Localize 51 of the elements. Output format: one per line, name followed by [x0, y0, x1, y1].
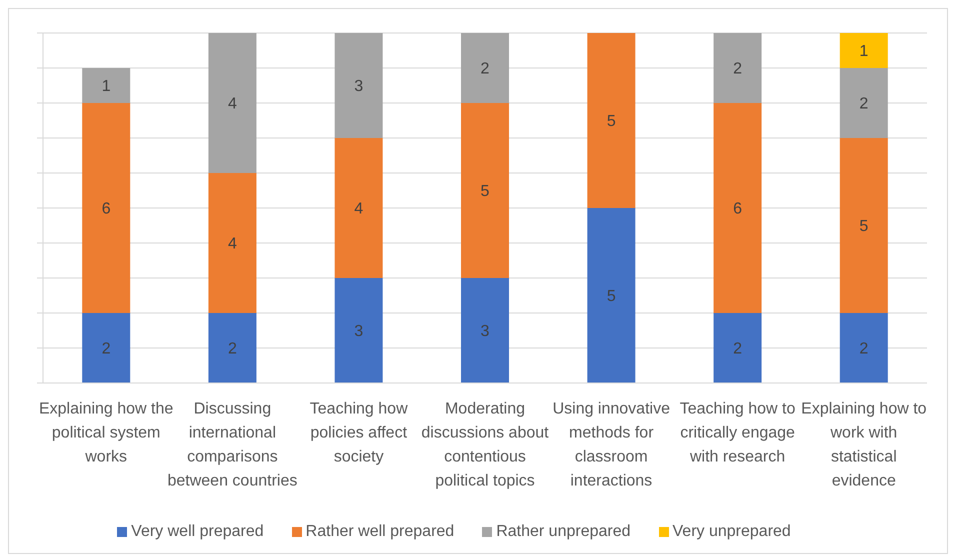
legend-label: Very unprepared — [672, 523, 791, 540]
x-tick-label: Teaching how policies affect society — [310, 400, 408, 466]
data-label: 4 — [228, 96, 237, 113]
bar — [840, 313, 888, 383]
data-label: 6 — [102, 200, 111, 218]
data-label: 3 — [480, 323, 490, 340]
bar — [334, 138, 383, 278]
bar — [714, 103, 762, 313]
bar — [840, 33, 888, 68]
bar — [587, 33, 636, 208]
bar — [587, 208, 636, 383]
bar — [840, 138, 888, 313]
data-label: 3 — [354, 323, 364, 340]
bar — [461, 33, 510, 103]
bar — [714, 313, 762, 383]
data-label: 5 — [859, 218, 868, 236]
data-label: 2 — [733, 60, 742, 78]
x-tick-label: Using innovative methods for classroom interactions — [552, 400, 670, 490]
data-label: 4 — [354, 200, 364, 218]
data-label: 2 — [859, 96, 868, 113]
data-label: 5 — [606, 113, 616, 130]
x-tick-label: Moderating discussions about contentious political topics — [421, 400, 550, 490]
bar — [461, 103, 510, 278]
data-label: 2 — [859, 340, 868, 358]
bar — [714, 33, 762, 103]
data-label: 1 — [102, 78, 111, 96]
bar — [82, 68, 130, 103]
data-label: 3 — [354, 78, 364, 96]
bar — [334, 33, 383, 138]
x-tick-label: Teaching how to critically engage with research — [680, 400, 796, 466]
bar — [82, 103, 130, 313]
bar — [208, 173, 256, 313]
legend-label: Rather well prepared — [306, 523, 454, 540]
legend-label: Very well prepared — [131, 523, 264, 540]
data-label: 6 — [733, 200, 742, 218]
data-label: 4 — [228, 236, 237, 253]
bar — [840, 68, 888, 138]
bar — [208, 313, 256, 383]
data-label: 2 — [102, 340, 111, 358]
x-tick-label: Explaining how to work with statistical evidence — [801, 400, 927, 490]
data-label: 5 — [480, 183, 490, 200]
data-label: 5 — [606, 288, 616, 306]
data-label: 2 — [228, 340, 237, 358]
bar — [461, 278, 510, 383]
data-label: 2 — [733, 340, 742, 358]
legend-label: Rather unprepared — [496, 523, 631, 540]
bar — [208, 33, 256, 173]
bar — [334, 278, 383, 383]
data-label: 1 — [859, 43, 868, 60]
data-label: 2 — [480, 60, 490, 78]
bar — [82, 313, 130, 383]
